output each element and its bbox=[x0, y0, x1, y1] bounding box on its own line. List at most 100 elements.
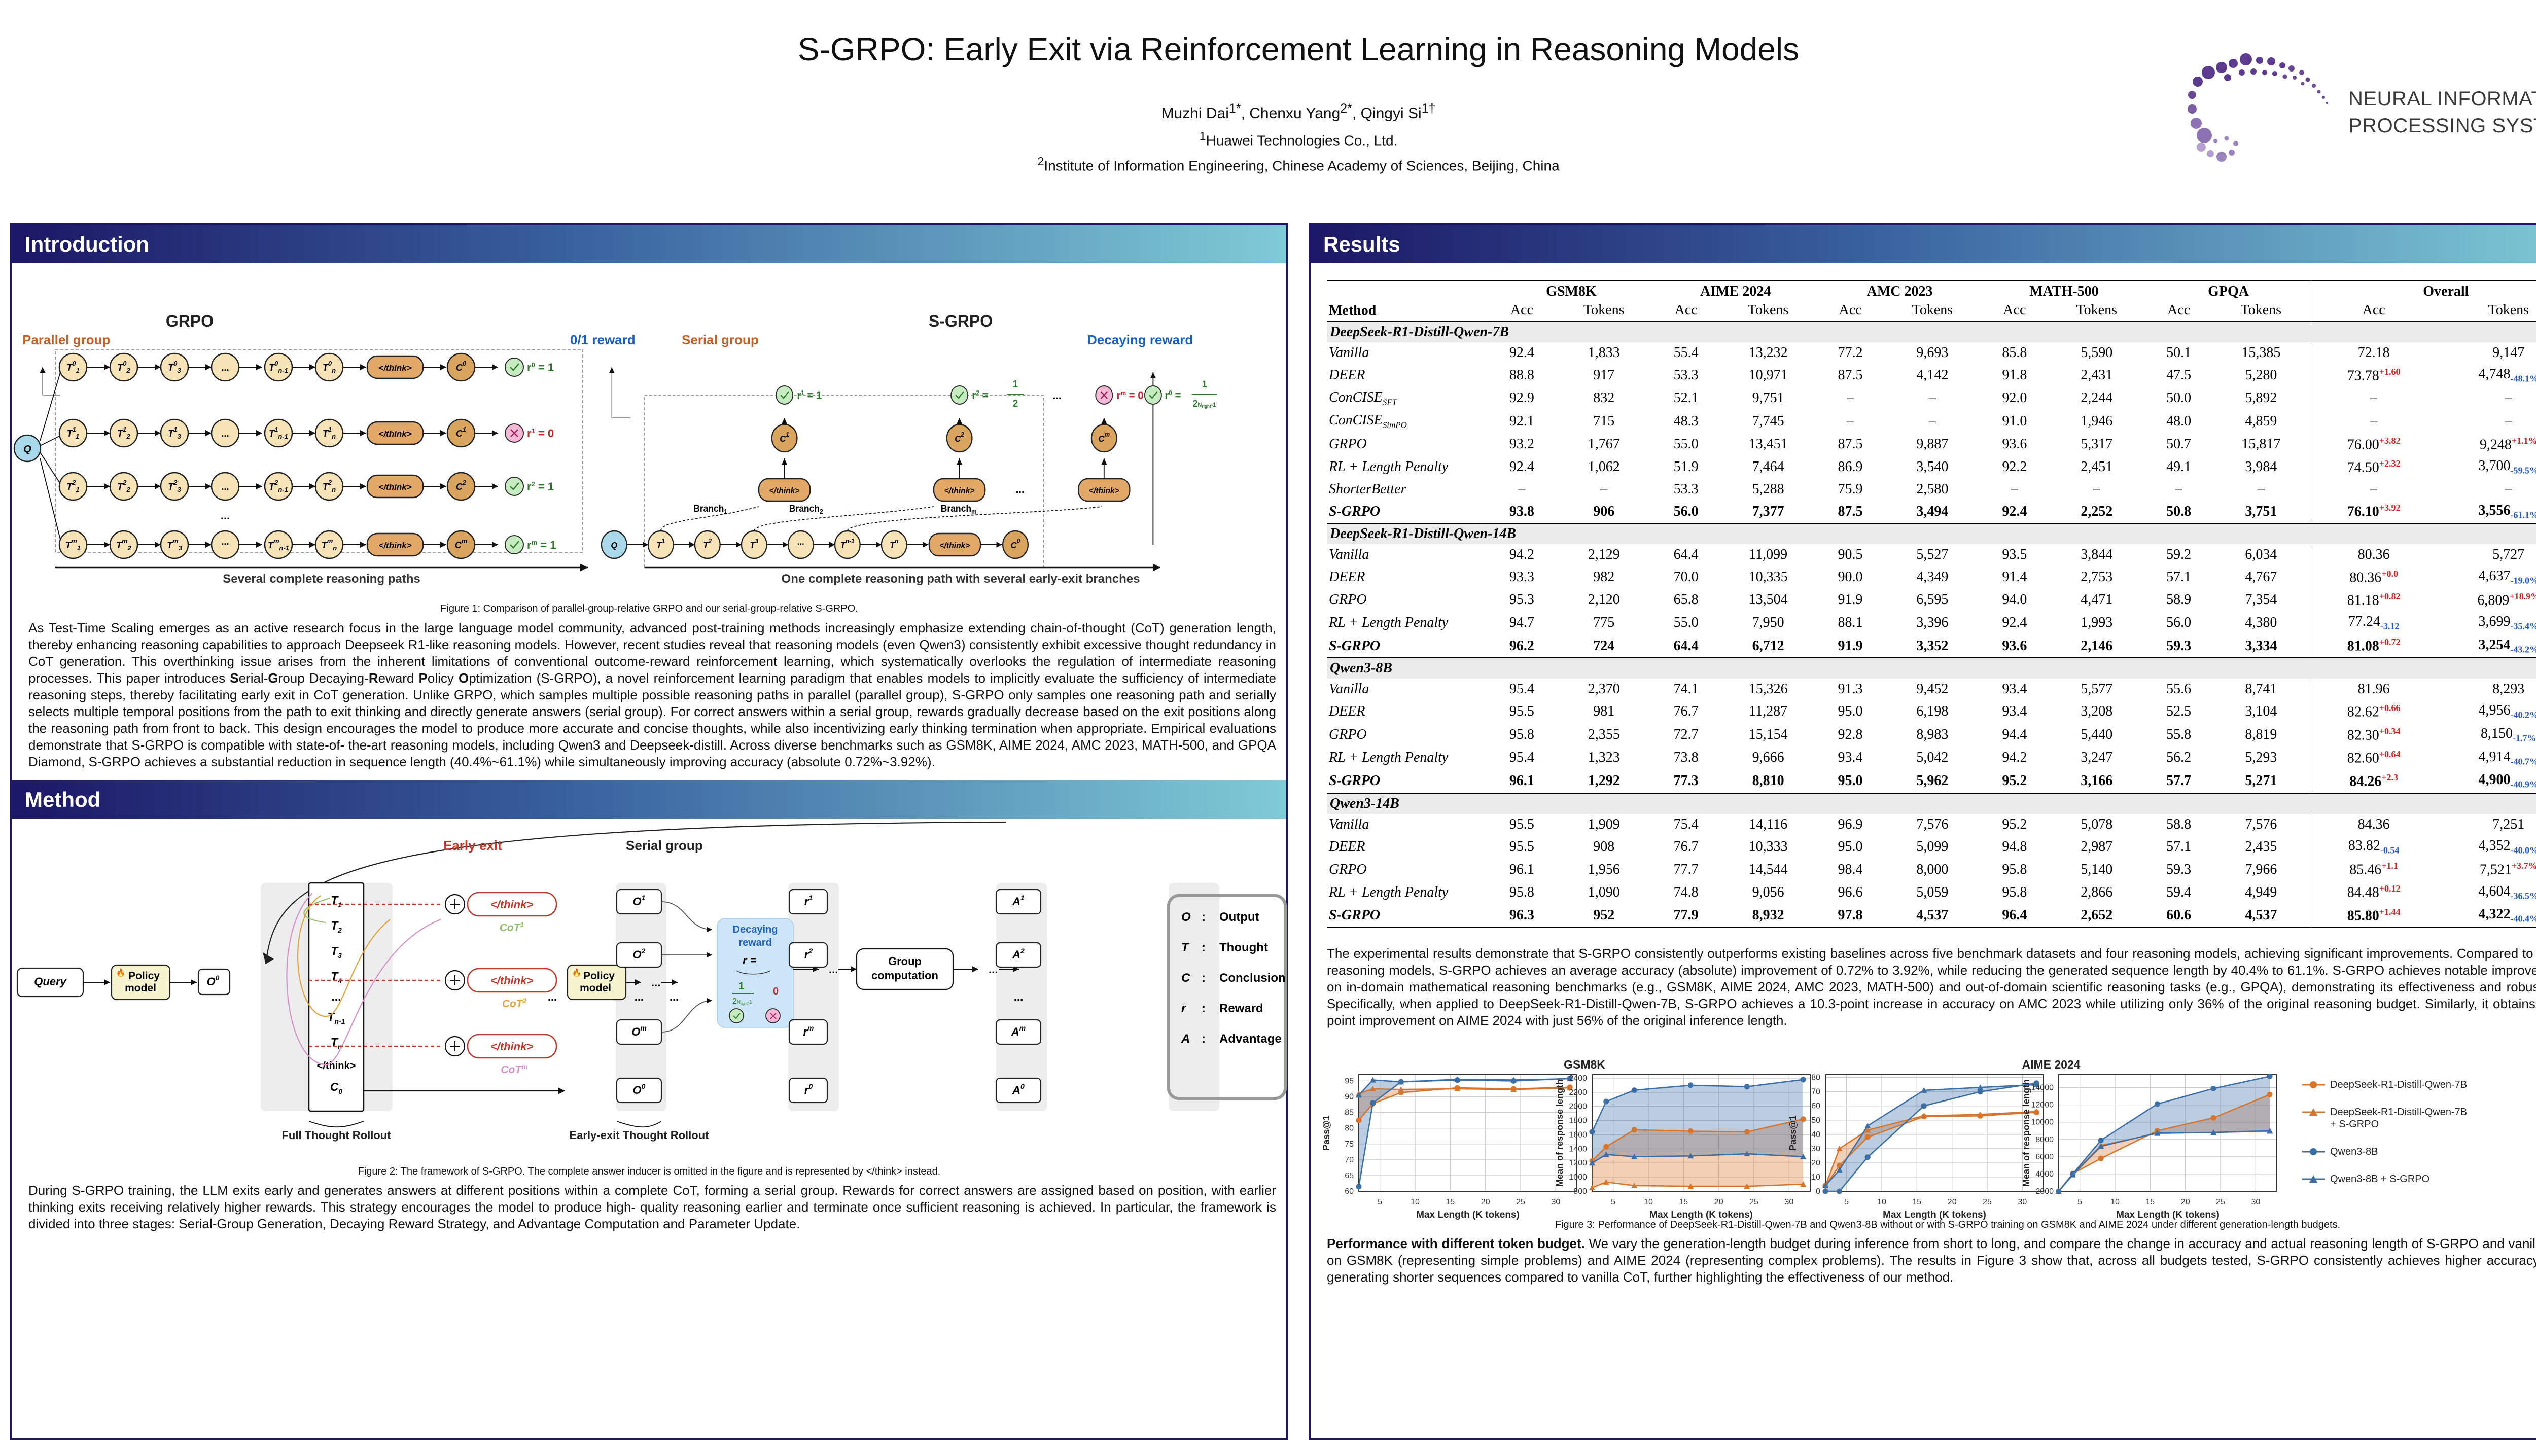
svg-text:5: 5 bbox=[1844, 1198, 1849, 1206]
svg-text:Full Thought Rollout: Full Thought Rollout bbox=[281, 1129, 391, 1142]
svg-text:...: ... bbox=[797, 536, 804, 547]
svg-text:20: 20 bbox=[2181, 1198, 2190, 1206]
svg-text:95: 95 bbox=[1345, 1077, 1354, 1085]
svg-text:GRPO: GRPO bbox=[166, 312, 214, 330]
svg-text:2400: 2400 bbox=[1569, 1074, 1587, 1083]
svg-text:</think>: </think> bbox=[1089, 486, 1119, 495]
svg-text:60: 60 bbox=[1811, 1102, 1820, 1111]
svg-text:</think>: </think> bbox=[490, 974, 534, 987]
svg-text:Branch1: Branch1 bbox=[693, 503, 727, 515]
svg-text:5: 5 bbox=[1378, 1198, 1382, 1206]
svg-text:Max Length (K tokens): Max Length (K tokens) bbox=[1649, 1210, 1753, 1220]
svg-text:</think>: </think> bbox=[378, 482, 411, 492]
svg-text:S-GRPO: S-GRPO bbox=[929, 312, 993, 330]
svg-text:Mean of response length: Mean of response length bbox=[1555, 1079, 1565, 1187]
svg-text:C: C bbox=[1181, 971, 1190, 985]
svg-text:10: 10 bbox=[1411, 1198, 1420, 1206]
svg-text:2000: 2000 bbox=[1569, 1103, 1587, 1111]
svg-text:12000: 12000 bbox=[2031, 1101, 2054, 1110]
svg-text:Q: Q bbox=[23, 444, 31, 455]
svg-text:Max Length (K tokens): Max Length (K tokens) bbox=[1883, 1210, 1986, 1220]
svg-text:65: 65 bbox=[1345, 1171, 1354, 1180]
svg-text::: : bbox=[1202, 1032, 1206, 1046]
svg-text:...: ... bbox=[221, 429, 229, 439]
svg-text:...: ... bbox=[1053, 389, 1062, 402]
svg-text:15: 15 bbox=[1446, 1198, 1455, 1206]
svg-text:Query: Query bbox=[34, 975, 67, 988]
svg-text:80: 80 bbox=[1345, 1124, 1354, 1133]
svg-text:computation: computation bbox=[871, 969, 938, 982]
svg-text:10: 10 bbox=[2110, 1198, 2120, 1206]
svg-text:Group: Group bbox=[888, 955, 922, 968]
svg-text:Q: Q bbox=[611, 540, 617, 550]
svg-text:30: 30 bbox=[1811, 1145, 1820, 1153]
svg-text:Pass@1: Pass@1 bbox=[1321, 1115, 1331, 1151]
svg-text:...: ... bbox=[829, 963, 838, 976]
svg-text:Output: Output bbox=[1219, 910, 1259, 924]
svg-text:T: T bbox=[1181, 941, 1190, 954]
svg-text:Thought: Thought bbox=[1219, 941, 1268, 954]
svg-text:...: ... bbox=[221, 363, 229, 373]
svg-text:1: 1 bbox=[1202, 378, 1207, 389]
svg-text:Policy: Policy bbox=[128, 970, 160, 982]
svg-text:NEURAL INFORMATION: NEURAL INFORMATION bbox=[2348, 88, 2536, 110]
svg-text:1: 1 bbox=[1013, 379, 1018, 390]
svg-text:GSM8K: GSM8K bbox=[1564, 1058, 1605, 1071]
svg-text:25: 25 bbox=[1516, 1198, 1525, 1206]
svg-text::: : bbox=[1202, 971, 1206, 985]
svg-text:</think>: </think> bbox=[490, 898, 534, 911]
svg-text:0: 0 bbox=[773, 986, 779, 997]
svg-text:CoT1: CoT1 bbox=[500, 920, 524, 934]
svg-text:model: model bbox=[125, 982, 156, 994]
svg-text:2200: 2200 bbox=[1569, 1088, 1587, 1097]
svg-text:Conclusion: Conclusion bbox=[1219, 971, 1286, 985]
svg-text:1200: 1200 bbox=[1569, 1159, 1587, 1167]
svg-text:...: ... bbox=[1016, 483, 1025, 495]
svg-text:A: A bbox=[1181, 1032, 1190, 1046]
svg-text:</think>: </think> bbox=[317, 1060, 356, 1072]
svg-text:O: O bbox=[1181, 910, 1191, 924]
svg-text:model: model bbox=[580, 982, 611, 994]
svg-text:8000: 8000 bbox=[2035, 1135, 2054, 1144]
svg-text:Early-exit Thought Rollout: Early-exit Thought Rollout bbox=[570, 1129, 710, 1142]
svg-text:PROCESSING SYSTEMS: PROCESSING SYSTEMS bbox=[2348, 115, 2536, 137]
svg-text:70: 70 bbox=[1811, 1088, 1820, 1096]
svg-text:2Nright-1: 2Nright-1 bbox=[1193, 398, 1216, 409]
svg-text:...: ... bbox=[221, 537, 229, 547]
svg-text:</think>: </think> bbox=[939, 541, 970, 550]
svg-text:+ S-GRPO: + S-GRPO bbox=[2330, 1119, 2379, 1130]
svg-text:Mean of response length: Mean of response length bbox=[2021, 1079, 2031, 1187]
svg-text:Policy: Policy bbox=[583, 970, 615, 982]
svg-text:...: ... bbox=[331, 990, 341, 1003]
svg-text:50: 50 bbox=[1811, 1116, 1820, 1125]
svg-text:</think>: </think> bbox=[378, 541, 411, 550]
svg-text:r0 = 1: r0 = 1 bbox=[527, 361, 554, 374]
svg-text:2: 2 bbox=[1013, 398, 1018, 409]
svg-text:40: 40 bbox=[1811, 1130, 1820, 1139]
svg-text:</think>: </think> bbox=[378, 429, 411, 439]
svg-text:🔥: 🔥 bbox=[116, 968, 126, 977]
svg-text:Qwen3-8B: Qwen3-8B bbox=[2330, 1146, 2378, 1157]
svg-text:60: 60 bbox=[1345, 1187, 1354, 1196]
svg-text:5: 5 bbox=[1611, 1198, 1615, 1206]
svg-text:Parallel group: Parallel group bbox=[22, 332, 110, 347]
svg-text:Advantage: Advantage bbox=[1219, 1032, 1282, 1046]
svg-text:6000: 6000 bbox=[2035, 1153, 2054, 1161]
svg-text:🔥: 🔥 bbox=[572, 968, 582, 977]
svg-text:...: ... bbox=[635, 990, 644, 1003]
svg-text:20: 20 bbox=[1948, 1198, 1957, 1206]
svg-text:Serial group: Serial group bbox=[626, 838, 703, 853]
svg-text:14000: 14000 bbox=[2031, 1084, 2054, 1092]
svg-text:80: 80 bbox=[1811, 1074, 1820, 1082]
svg-text:10: 10 bbox=[1644, 1198, 1653, 1206]
svg-text:Qwen3-8B + S-GRPO: Qwen3-8B + S-GRPO bbox=[2330, 1174, 2429, 1185]
svg-text:Branch2: Branch2 bbox=[789, 503, 823, 515]
svg-text:Pass@1: Pass@1 bbox=[1788, 1115, 1798, 1151]
svg-text:20: 20 bbox=[1811, 1159, 1820, 1167]
svg-text:Max Length (K tokens): Max Length (K tokens) bbox=[1416, 1210, 1520, 1220]
svg-text:0/1 reward: 0/1 reward bbox=[570, 332, 636, 347]
svg-text:...: ... bbox=[1014, 990, 1023, 1003]
svg-text:Early exit: Early exit bbox=[443, 838, 502, 853]
svg-text:0: 0 bbox=[1816, 1187, 1820, 1196]
svg-text:Reward: Reward bbox=[1219, 1002, 1263, 1015]
